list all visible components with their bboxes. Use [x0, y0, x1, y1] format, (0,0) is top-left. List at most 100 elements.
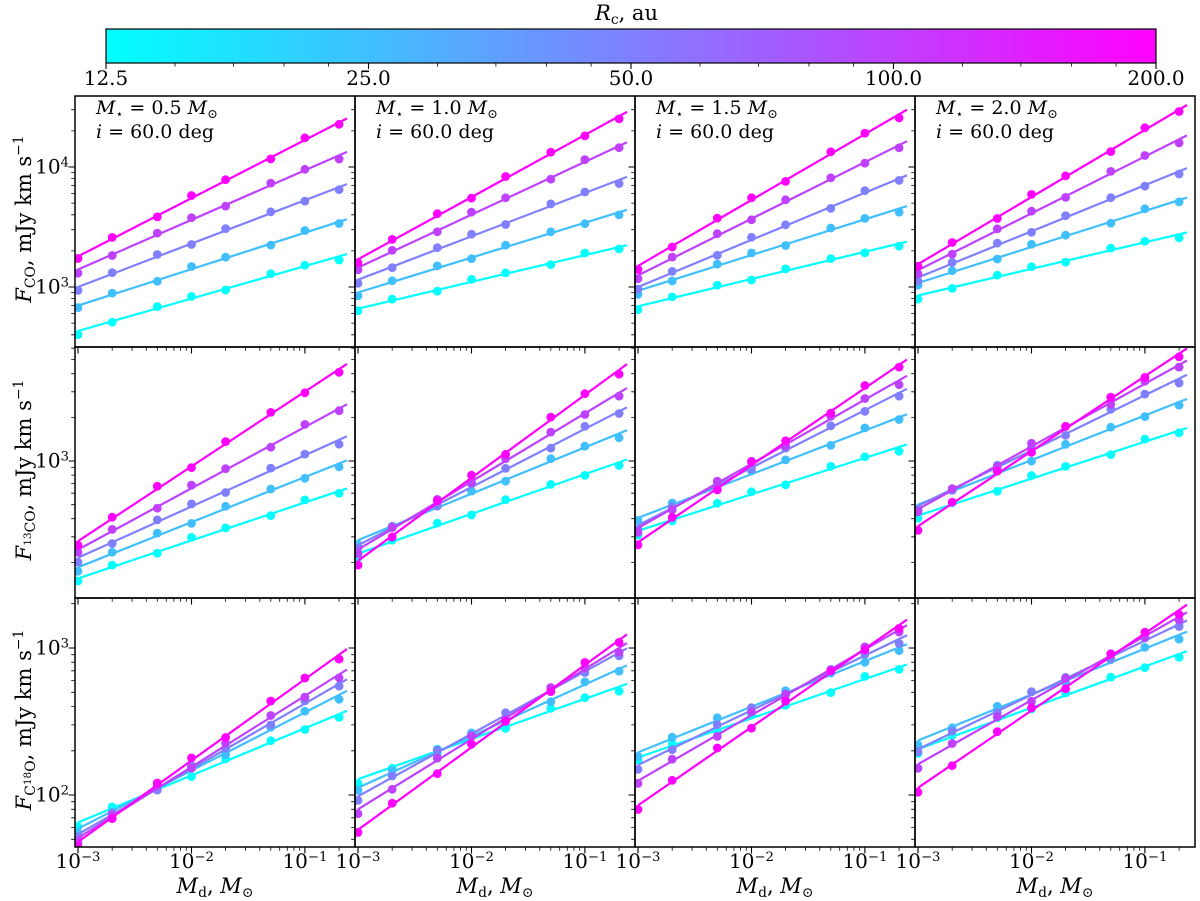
data-point-rc-200: [187, 753, 196, 763]
data-point-rc-200: [300, 673, 310, 683]
data-point-rc-100: [712, 229, 722, 239]
data-point-rc-50: [947, 258, 957, 267]
data-point-rc-200: [580, 389, 590, 399]
data-point-rc-100: [546, 427, 556, 437]
data-point-rc-12.5: [1027, 262, 1036, 272]
annotation-inclination: i = 60.0 deg: [96, 121, 214, 143]
data-point-rc-200: [1140, 123, 1150, 133]
data-point-rc-200: [860, 128, 870, 138]
data-point-rc-100: [266, 178, 276, 188]
data-point-rc-100: [614, 391, 624, 401]
data-point-rc-200: [221, 175, 231, 185]
axis-minor-ticks: [351, 109, 620, 351]
data-point-rc-50: [1140, 181, 1150, 191]
data-point-rc-12.5: [580, 248, 590, 258]
data-point-rc-25: [300, 473, 310, 483]
data-point-rc-100: [826, 173, 836, 183]
axis-major-ticks: [68, 647, 306, 854]
data-point-rc-12.5: [992, 486, 1002, 496]
data-point-rc-200: [580, 658, 590, 667]
annotation-inclination: i = 60.0 deg: [376, 121, 494, 143]
data-point-rc-50: [1140, 389, 1150, 399]
data-point-rc-12.5: [300, 495, 310, 505]
data-point-rc-12.5: [667, 292, 677, 302]
data-point-rc-100: [635, 779, 643, 788]
data-point-rc-100: [187, 213, 196, 223]
data-point-rc-25: [187, 262, 196, 271]
data-point-rc-25: [152, 528, 162, 538]
data-point-rc-12.5: [300, 260, 310, 270]
data-point-rc-25: [75, 566, 83, 576]
axis-minor-ticks: [631, 109, 900, 351]
data-point-rc-25: [355, 291, 363, 301]
data-point-rc-50: [667, 745, 677, 755]
axis-minor-ticks: [351, 347, 620, 602]
data-point-rc-25: [614, 666, 624, 676]
data-point-rc-100: [107, 251, 117, 260]
data-point-rc-25: [580, 219, 590, 229]
panel-border: [914, 346, 1196, 599]
x-tick-label: 10−2: [729, 849, 774, 873]
data-point-rc-200: [387, 798, 397, 808]
data-point-rc-100: [1061, 193, 1070, 202]
data-point-rc-100: [860, 158, 870, 168]
panel-r1c3: [915, 347, 1188, 535]
data-point-rc-12.5: [947, 284, 957, 293]
data-point-rc-200: [1140, 373, 1150, 382]
data-point-rc-100: [747, 215, 756, 225]
panel-r1c1: [355, 363, 628, 570]
annotation-mstar: M⋆ = 2.0 M⊙: [936, 97, 1058, 121]
axis-major-ticks: [348, 460, 586, 605]
data-point-rc-200: [501, 449, 510, 459]
data-point-rc-12.5: [187, 292, 196, 301]
axis-major-ticks: [908, 647, 1146, 854]
data-point-rc-200: [1027, 448, 1036, 457]
axis-major-ticks: [908, 166, 1146, 354]
data-point-rc-50: [300, 449, 310, 459]
fit-line-rc-25: [637, 413, 908, 519]
data-point-rc-100: [75, 547, 83, 557]
data-point-rc-200: [187, 191, 196, 200]
data-point-rc-100: [947, 739, 957, 748]
data-point-rc-50: [221, 224, 231, 234]
data-point-rc-50: [667, 267, 677, 276]
data-point-rc-12.5: [75, 576, 83, 586]
data-point-rc-200: [747, 723, 756, 733]
data-point-rc-25: [992, 254, 1002, 264]
data-point-rc-12.5: [712, 280, 722, 290]
data-point-rc-100: [580, 410, 590, 419]
data-point-rc-12.5: [266, 269, 276, 279]
data-point-rc-12.5: [860, 672, 870, 681]
data-point-rc-25: [580, 677, 590, 687]
data-point-rc-12.5: [334, 488, 344, 498]
data-point-rc-200: [546, 687, 556, 696]
data-point-rc-100: [107, 525, 117, 534]
data-point-rc-25: [781, 455, 790, 465]
data-point-rc-200: [432, 769, 442, 779]
panel-r1c2: [635, 358, 908, 550]
axis-major-ticks: [348, 647, 586, 854]
data-point-rc-100: [387, 784, 397, 794]
data-point-rc-100: [1174, 138, 1184, 148]
data-point-rc-100: [860, 394, 870, 403]
data-point-rc-200: [1061, 171, 1070, 181]
panel-border: [74, 346, 356, 599]
data-point-rc-200: [915, 261, 923, 271]
data-point-rc-200: [894, 362, 904, 372]
data-point-rc-200: [1061, 421, 1070, 431]
data-point-rc-12.5: [860, 248, 870, 258]
data-point-rc-200: [580, 131, 590, 141]
data-point-rc-25: [1174, 634, 1184, 644]
data-point-rc-12.5: [1174, 233, 1184, 243]
data-point-rc-50: [266, 207, 276, 217]
data-point-rc-100: [1027, 696, 1036, 706]
data-point-rc-50: [546, 443, 556, 453]
axis-minor-ticks: [71, 603, 340, 851]
data-point-rc-12.5: [826, 254, 836, 263]
data-point-rc-12.5: [1174, 652, 1184, 662]
data-point-rc-50: [712, 250, 722, 260]
data-point-rc-200: [1140, 627, 1150, 637]
data-point-rc-50: [501, 464, 510, 473]
data-point-rc-50: [355, 278, 363, 288]
